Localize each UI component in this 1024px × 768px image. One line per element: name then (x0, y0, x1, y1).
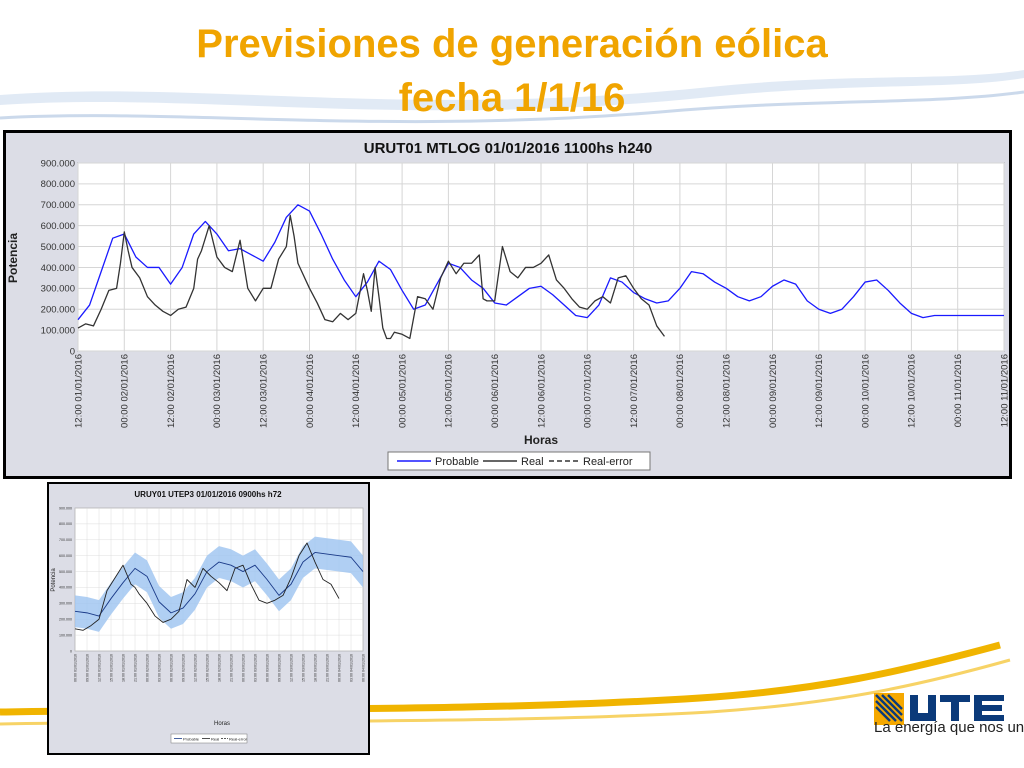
chart2-title: URUY01 UTEP3 01/01/2016 0900hs h72 (134, 490, 282, 499)
y-tick-label: 700.000 (41, 200, 75, 211)
x-tick-label: 12:00 05/01/2016 (444, 354, 455, 428)
legend-real-error-label: Real-error (583, 456, 633, 468)
y-tick-label: 900.000 (59, 506, 72, 510)
x-tick-label: 00:00 02/01/2016 (120, 354, 131, 428)
x-tick-label: 06:00 01/01/2016 (73, 654, 77, 682)
series-line-real (74, 542, 340, 631)
x-tick-label: 12:00 09/01/2016 (814, 354, 825, 428)
y-tick-label: 0 (70, 649, 72, 653)
y-tick-label: 800.000 (59, 522, 72, 526)
x-tick-label: 12:00 06/01/2016 (536, 354, 547, 428)
legend2-probable-label: Probable (183, 737, 200, 742)
x-tick-label: 09:00 01/01/2016 (85, 654, 89, 682)
chart2-xlabel: Horas (214, 721, 230, 727)
x-tick-label: 12:00 02/01/2016 (193, 654, 197, 682)
chart1-title: URUT01 MTLOG 01/01/2016 1100hs h240 (364, 140, 652, 157)
x-tick-label: 21:00 03/01/2016 (325, 654, 329, 682)
x-tick-label: 12:00 07/01/2016 (629, 354, 640, 428)
x-tick-label: 15:00 02/01/2016 (205, 654, 209, 682)
x-tick-label: 09:00 03/01/2016 (277, 654, 281, 682)
series-line-probable (77, 204, 1004, 321)
chart1-xlabel: Horas (524, 433, 558, 447)
x-tick-label: 12:00 03/01/2016 (289, 654, 293, 682)
x-tick-label: 00:00 02/01/2016 (145, 654, 149, 682)
y-tick-label: 300.000 (59, 602, 72, 606)
x-tick-label: 21:00 02/01/2016 (229, 654, 233, 682)
chart2-legend: Probable Real Real-error (170, 733, 248, 744)
x-tick-label: 00:00 09/01/2016 (768, 354, 779, 428)
x-tick-label: 12:00 01/01/2016 (97, 654, 101, 682)
x-tick-label: 15:00 01/01/2016 (109, 654, 113, 682)
legend2-real-error-label: Real-error (229, 737, 248, 742)
y-tick-label: 600.000 (41, 221, 75, 232)
y-tick-label: 700.000 (59, 538, 72, 542)
y-tick-label: 800.000 (41, 179, 75, 190)
x-tick-label: 00:00 10/01/2016 (860, 354, 871, 428)
x-tick-label: 12:00 01/01/2016 (73, 354, 84, 428)
y-tick-label: 100.000 (41, 325, 75, 336)
x-tick-label: 21:00 01/01/2016 (133, 654, 137, 682)
chart1-ylabel: Potencia (6, 233, 20, 283)
y-tick-label: 500.000 (41, 242, 75, 253)
x-tick-label: 18:00 03/01/2016 (313, 654, 317, 682)
chart1-legend: Probable Real Real-error (387, 451, 651, 471)
x-tick-label: 00:00 07/01/2016 (583, 354, 594, 428)
slide-title-line1: Previsiones de generación eólica (196, 22, 828, 66)
x-tick-label: 15:00 03/01/2016 (301, 654, 305, 682)
series-line-probable (74, 552, 364, 617)
x-tick-label: 12:00 08/01/2016 (722, 354, 733, 428)
x-tick-label: 00:00 05/01/2016 (397, 354, 408, 428)
legend2-real-label: Real (211, 737, 219, 742)
x-tick-label: 12:00 04/01/2016 (351, 354, 362, 428)
series-line-real (77, 214, 665, 340)
y-tick-label: 400.000 (41, 263, 75, 274)
legend-real-label: Real (521, 456, 544, 468)
ute-logo-letters (910, 695, 1004, 721)
chart-urut01: URUT01 MTLOG 01/01/2016 1100hs h240 0 100… (3, 130, 1012, 479)
legend-probable-label: Probable (435, 456, 479, 468)
chart2-ylabel: Potencia (51, 568, 57, 592)
x-tick-label: 00:00 03/01/2016 (212, 354, 223, 428)
x-tick-label: 12:00 10/01/2016 (907, 354, 918, 428)
y-tick-label: 200.000 (59, 617, 72, 621)
x-tick-label: 06:00 04/01/2016 (361, 654, 365, 682)
y-tick-label: 400.000 (59, 586, 72, 590)
chart-uruy01: URUY01 UTEP3 01/01/2016 0900hs h72 0 100.… (47, 482, 370, 755)
x-tick-label: 12:00 02/01/2016 (166, 354, 177, 428)
slide-title-line2: fecha 1/1/16 (398, 76, 626, 120)
x-tick-label: 00:00 11/01/2016 (953, 354, 964, 427)
y-tick-label: 500.000 (59, 570, 72, 574)
x-tick-label: 09:00 02/01/2016 (181, 654, 185, 682)
x-tick-label: 00:00 03/01/2016 (241, 654, 245, 682)
x-tick-label: 12:00 11/01/2016 (999, 354, 1010, 427)
x-tick-label: 00:00 04/01/2016 (305, 354, 316, 428)
x-tick-label: 06:00 02/01/2016 (169, 654, 173, 682)
x-tick-label: 00:00 08/01/2016 (675, 354, 686, 428)
x-tick-label: 03:00 02/01/2016 (157, 654, 161, 682)
ute-logo-mark-icon (874, 693, 904, 725)
y-tick-label: 200.000 (41, 305, 75, 316)
x-tick-label: 03:00 03/01/2016 (253, 654, 257, 682)
ute-logo (874, 693, 1004, 725)
y-tick-label: 300.000 (41, 284, 75, 295)
x-tick-label: 06:00 03/01/2016 (265, 654, 269, 682)
y-tick-label: 0 (70, 346, 75, 357)
ute-slogan: La energía que nos une (874, 719, 1024, 736)
x-tick-label: 00:00 06/01/2016 (490, 354, 501, 428)
y-tick-label: 600.000 (59, 554, 72, 558)
y-tick-label: 900.000 (41, 158, 75, 169)
confidence-band (75, 536, 363, 632)
x-tick-label: 03:00 04/01/2016 (349, 654, 353, 682)
y-tick-label: 100.000 (59, 633, 72, 637)
x-tick-label: 00:00 04/01/2016 (337, 654, 341, 682)
x-tick-label: 18:00 02/01/2016 (217, 654, 221, 682)
x-tick-label: 18:00 01/01/2016 (121, 654, 125, 682)
x-tick-label: 12:00 03/01/2016 (259, 354, 270, 428)
